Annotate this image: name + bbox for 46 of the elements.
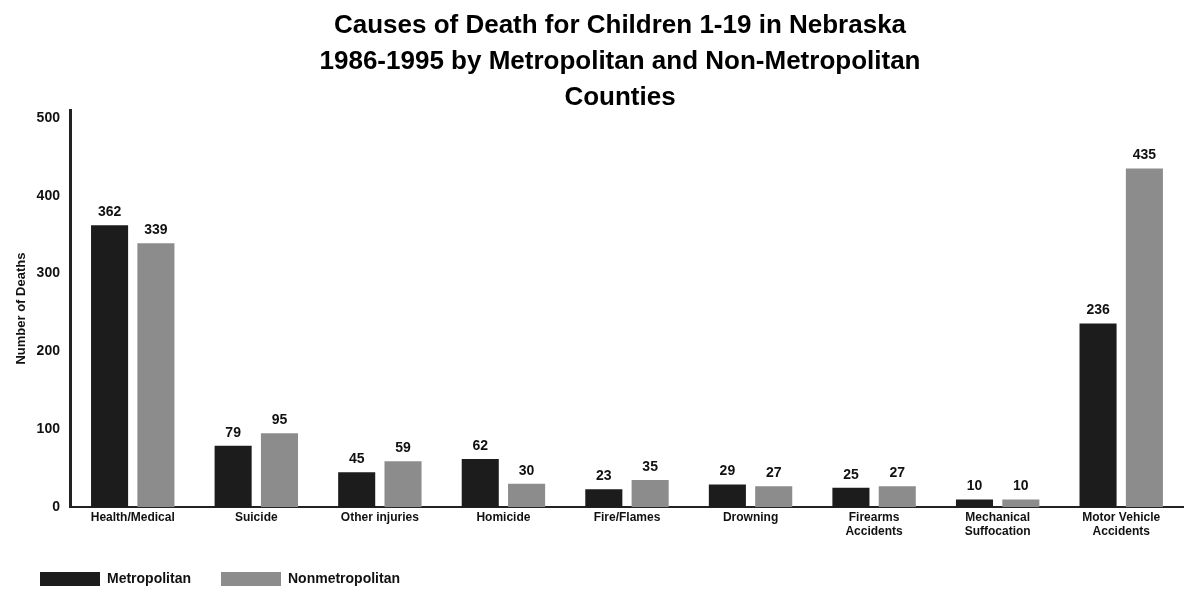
bar bbox=[878, 486, 916, 508]
data-label: 339 bbox=[144, 221, 168, 238]
data-label: 62 bbox=[472, 436, 489, 453]
bar bbox=[1125, 168, 1163, 508]
data-label: 30 bbox=[518, 461, 535, 478]
data-label: 27 bbox=[889, 464, 906, 481]
data-label: 45 bbox=[348, 450, 365, 467]
x-tick-label: Other injuries bbox=[340, 509, 420, 524]
data-label: 10 bbox=[1013, 477, 1029, 494]
y-axis-title: Number of Deaths bbox=[13, 252, 29, 365]
data-label: 59 bbox=[395, 439, 412, 456]
y-tick-label: 400 bbox=[36, 186, 61, 203]
data-label: 236 bbox=[1086, 301, 1110, 318]
y-tick-label: 300 bbox=[36, 264, 61, 281]
data-label: 435 bbox=[1132, 146, 1157, 163]
y-tick-label: 200 bbox=[36, 342, 61, 359]
x-tick-label: Mechanical Suffocation bbox=[964, 509, 1031, 539]
x-tick-label: Fire/Flames bbox=[593, 509, 661, 524]
bar bbox=[260, 433, 298, 508]
chart-title: Causes of Death for Children 1-19 in Nebraska 1986-1995 by Metropolitan and Non-Metropolitan Counties bbox=[318, 8, 922, 113]
x-tick-label: Health/Medical bbox=[90, 509, 175, 524]
data-label: 23 bbox=[596, 467, 612, 484]
legend-label: Nonmetropolitan bbox=[287, 569, 400, 586]
data-label: 29 bbox=[719, 462, 736, 479]
data-label: 362 bbox=[97, 203, 122, 220]
y-tick-label: 0 bbox=[52, 498, 61, 515]
bar bbox=[1002, 499, 1040, 508]
legend-label: Metropolitan bbox=[107, 569, 191, 586]
data-label: 27 bbox=[765, 464, 782, 481]
data-label: 79 bbox=[225, 423, 242, 440]
data-label: 35 bbox=[642, 457, 659, 474]
x-tick-label: Firearms Accidents bbox=[845, 509, 904, 539]
bar bbox=[508, 483, 546, 508]
y-tick-label: 500 bbox=[36, 108, 61, 125]
data-label: 25 bbox=[843, 465, 859, 482]
x-tick-label: Homicide bbox=[476, 509, 531, 524]
bar bbox=[631, 479, 669, 508]
bar bbox=[755, 486, 793, 508]
data-label: 95 bbox=[271, 411, 288, 428]
y-tick-label: 100 bbox=[36, 420, 61, 437]
x-tick-label: Suicide bbox=[234, 509, 278, 524]
data-label: 10 bbox=[966, 477, 983, 494]
x-tick-label: Drowning bbox=[722, 509, 779, 524]
bar bbox=[384, 461, 422, 508]
x-tick-label: Motor Vehicle Accidents bbox=[1082, 509, 1161, 539]
bar bbox=[137, 243, 175, 508]
